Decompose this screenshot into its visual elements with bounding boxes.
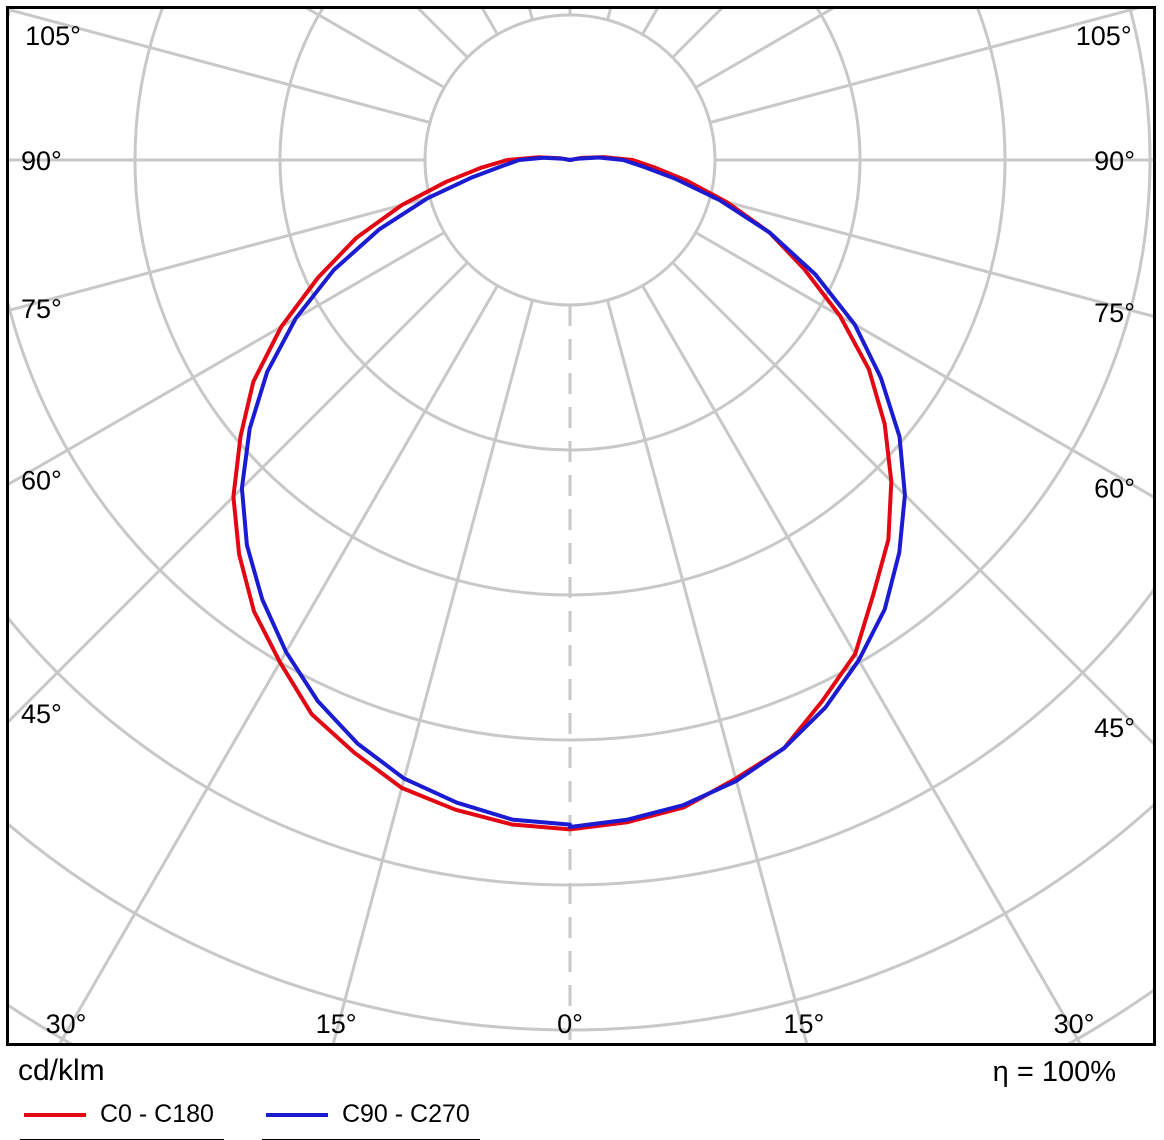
grid-ray	[606, 299, 809, 1043]
angle-label: 105°	[1076, 21, 1132, 51]
grid-ray	[9, 261, 469, 724]
angle-label: 30°	[46, 1009, 87, 1039]
grid-ray	[9, 231, 446, 486]
legend-item-c0-c180: C0 - C180	[20, 1096, 224, 1140]
legend-label-c0-c180: C0 - C180	[100, 1100, 214, 1128]
angle-label: 45°	[21, 699, 62, 729]
grid-ray	[9, 9, 431, 124]
c0-c180-line-swatch	[24, 1112, 86, 1117]
grid-ring	[9, 803, 1153, 1032]
angle-label: 0°	[557, 1009, 583, 1039]
curve-c90-c270	[239, 155, 907, 829]
angle-label: 45°	[1094, 713, 1135, 743]
angle-label: 15°	[783, 1009, 824, 1039]
grid-ray	[331, 299, 534, 1043]
angle-label: 90°	[21, 146, 62, 176]
angle-label: 15°	[316, 1009, 357, 1039]
angle-label: 75°	[21, 294, 62, 324]
grid-ray	[58, 284, 499, 1043]
angle-label: 30°	[1054, 1009, 1095, 1039]
grid-ray	[709, 9, 1140, 124]
grid-ray	[709, 196, 1153, 318]
grid-ray	[671, 261, 1153, 746]
grid-ray	[606, 9, 612, 21]
grid-ring	[9, 9, 1152, 742]
polar-chart-svg: 0° 15° 15° 30° 30° 45° 45° 60° 60° 75° 75° 90° 90° 10…	[9, 9, 1153, 1043]
angle-label: 60°	[1094, 473, 1135, 503]
grid-ring	[9, 989, 1153, 1043]
legend-item-c90-c270: C90 - C270	[261, 1096, 480, 1140]
polar-chart-frame: 0° 15° 15° 30° 30° 45° 45° 60° 60° 75° 75° 90° 90° 10…	[6, 6, 1156, 1046]
legend-label-c90-c270: C90 - C270	[341, 1100, 470, 1128]
angle-label: 75°	[1094, 298, 1135, 328]
grid-ray	[9, 196, 431, 312]
c90-c270-line-swatch	[265, 1112, 328, 1117]
grid-ring	[9, 588, 1153, 887]
grid-ring	[133, 9, 1007, 597]
grid-ray	[694, 231, 1153, 499]
grid-ray	[528, 9, 534, 21]
grid-ray	[641, 284, 1082, 1043]
angle-label: 60°	[21, 465, 62, 495]
curve-c0-c180	[231, 155, 894, 832]
efficiency-label: η = 100%	[992, 1056, 1116, 1088]
angle-label: 90°	[1094, 146, 1135, 176]
units-label: cd/klm	[18, 1054, 105, 1087]
legend: C0 - C180 C90 - C270	[20, 1096, 480, 1140]
angle-label: 105°	[25, 21, 81, 51]
